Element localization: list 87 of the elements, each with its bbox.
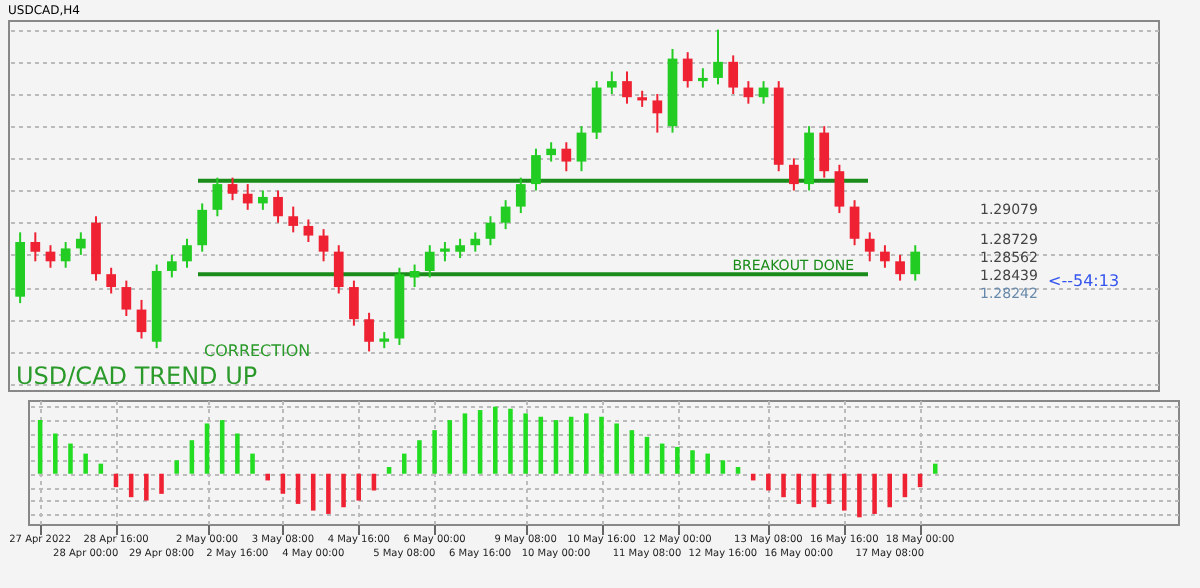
bar <box>432 430 437 474</box>
bar <box>796 473 801 504</box>
bar <box>53 433 58 474</box>
candlestick <box>834 163 845 215</box>
candlestick <box>576 125 587 173</box>
bar <box>872 473 877 514</box>
bar <box>341 473 346 508</box>
candlestick <box>424 244 435 279</box>
candlestick <box>440 241 450 263</box>
bar <box>508 408 513 474</box>
bar <box>144 473 149 501</box>
candlestick <box>713 28 723 86</box>
candlestick <box>682 51 693 89</box>
candlestick <box>561 141 572 173</box>
bar <box>614 423 619 474</box>
bar <box>326 473 331 514</box>
candlestick <box>273 189 283 224</box>
bar <box>735 467 741 474</box>
candlestick <box>182 237 192 269</box>
candlestick <box>698 67 708 89</box>
text: <--54:13 <box>1048 272 1120 290</box>
candlestick <box>30 231 41 263</box>
candlestick <box>531 147 541 192</box>
candlestick <box>606 70 617 95</box>
bar <box>932 463 938 474</box>
bar <box>356 473 362 501</box>
bar <box>690 450 695 474</box>
candlestick <box>485 215 496 247</box>
candlestick <box>515 176 526 215</box>
candlestick <box>910 244 921 282</box>
candlestick <box>288 205 299 234</box>
bar <box>417 440 422 474</box>
candlestick <box>197 202 208 253</box>
candlestick <box>212 176 223 218</box>
candlestick <box>349 279 359 327</box>
candlestick <box>364 311 374 353</box>
candlestick <box>622 70 632 105</box>
bar <box>250 453 255 474</box>
candlestick <box>652 93 663 134</box>
bar <box>781 473 786 498</box>
text: USD/CAD TREND UP <box>16 362 258 390</box>
bar <box>447 420 453 474</box>
candlestick <box>318 228 329 263</box>
candlestick <box>106 266 117 295</box>
bar <box>720 460 726 474</box>
bar <box>235 433 240 474</box>
candlestick <box>470 231 481 253</box>
candlestick <box>880 244 890 269</box>
candlestick <box>121 279 132 317</box>
bar <box>599 416 604 474</box>
candlestick <box>167 253 177 279</box>
candlestick <box>258 189 268 211</box>
candlestick <box>333 244 344 295</box>
bar <box>887 473 893 508</box>
bar <box>493 406 498 474</box>
candlestick <box>242 183 253 211</box>
bar <box>401 453 407 474</box>
bar <box>174 460 179 474</box>
candlestick <box>227 176 238 202</box>
candlestick <box>500 199 511 231</box>
bar <box>265 473 270 481</box>
candlestick <box>789 157 799 192</box>
candlestick <box>849 199 860 247</box>
candlestick <box>75 231 86 256</box>
candlestick <box>864 231 875 263</box>
bar <box>68 443 73 474</box>
bar <box>159 473 164 494</box>
candlestick <box>303 218 314 243</box>
bar <box>766 473 771 491</box>
bar <box>841 473 847 511</box>
bar <box>310 473 316 511</box>
bar <box>83 453 88 474</box>
bar <box>675 446 680 474</box>
annotation: CORRECTION <box>204 342 311 360</box>
candlestick <box>455 237 465 260</box>
candlestick <box>728 54 739 95</box>
candlestick <box>136 298 147 340</box>
candlestick <box>60 241 71 269</box>
candlestick <box>591 80 602 141</box>
bar <box>705 453 710 474</box>
bar <box>584 413 589 474</box>
candlestick <box>546 141 556 163</box>
bar <box>523 413 528 474</box>
candlestick <box>895 253 905 282</box>
bar <box>857 473 862 518</box>
candlestick <box>819 125 830 179</box>
bar <box>386 467 392 474</box>
